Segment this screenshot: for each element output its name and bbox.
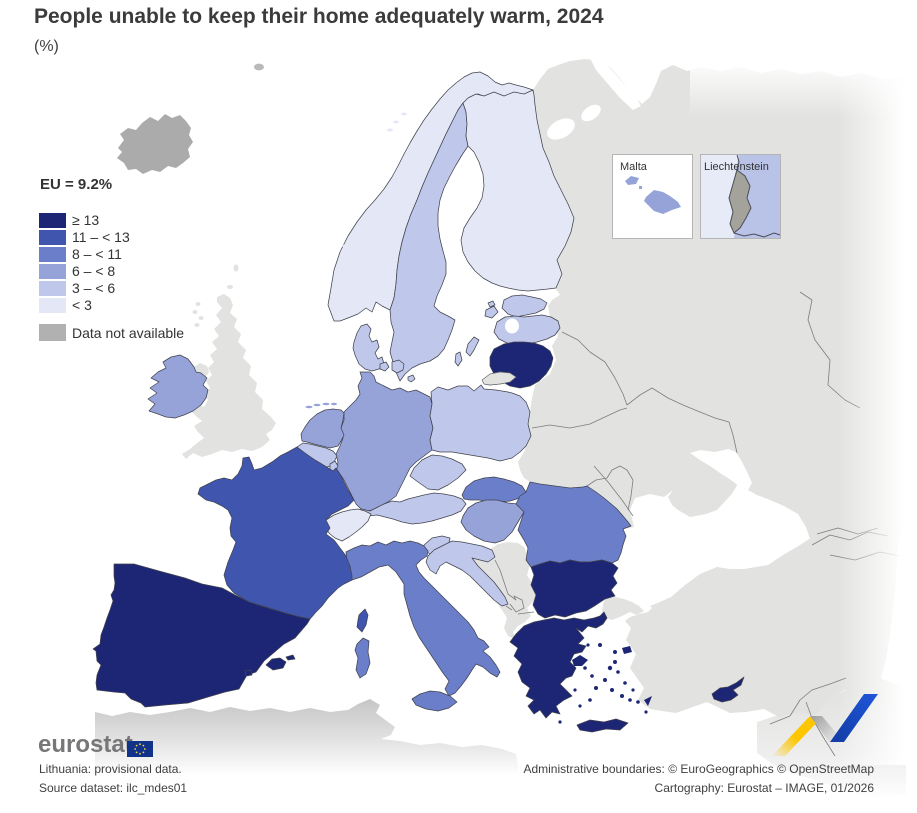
svg-text:Liechtenstein: Liechtenstein <box>704 161 769 173</box>
svg-text:Malta: Malta <box>620 161 648 173</box>
